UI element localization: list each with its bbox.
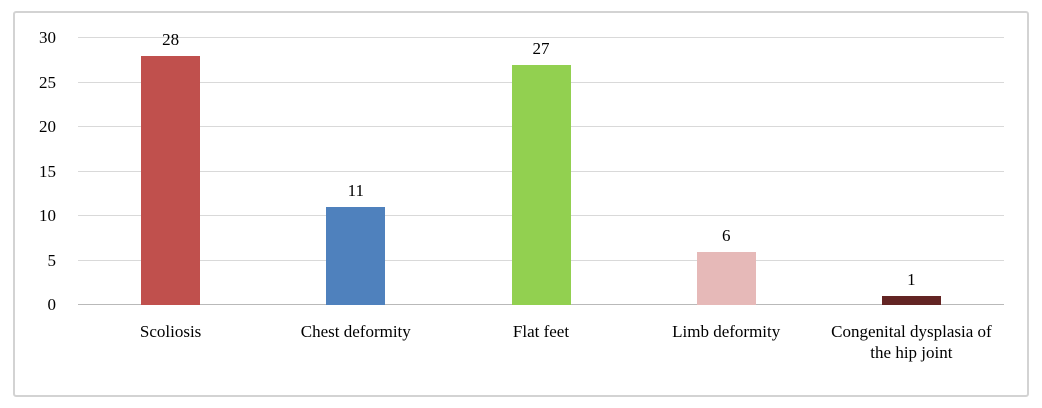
bar-value-label: 11 xyxy=(347,181,364,201)
y-tick-label: 25 xyxy=(39,72,56,92)
bar-scoliosis xyxy=(141,55,201,305)
x-category-label: Flat feet xyxy=(512,322,570,341)
bar-value-label: 27 xyxy=(532,38,550,58)
plot-area: 28 11 27 6 1 xyxy=(78,30,1004,305)
bar-value-label: 1 xyxy=(907,270,916,290)
gridline xyxy=(78,37,1004,38)
y-tick-label: 15 xyxy=(39,161,56,181)
x-category-label: Scoliosis xyxy=(139,322,202,341)
bar-value-label: 28 xyxy=(162,29,180,49)
bar-value-label: 6 xyxy=(721,225,731,245)
y-tick-label: 30 xyxy=(39,28,56,47)
y-tick-label: 5 xyxy=(47,250,57,270)
x-category-label: Congenital dysplasia of the hip joint xyxy=(831,322,992,362)
x-category-label: Chest deformity xyxy=(300,322,411,341)
bar-chest-deformity xyxy=(326,207,386,305)
y-tick-label: 20 xyxy=(39,117,56,136)
y-tick-label: 10 xyxy=(39,206,56,225)
y-tick-label: 0 xyxy=(47,295,57,314)
bar-flat-feet xyxy=(511,64,571,305)
x-category-label: Limb deformity xyxy=(672,322,781,341)
bar-congenital-dysplasia-of-the-hip-joint xyxy=(881,296,941,305)
bar-limb-deformity xyxy=(696,251,756,305)
